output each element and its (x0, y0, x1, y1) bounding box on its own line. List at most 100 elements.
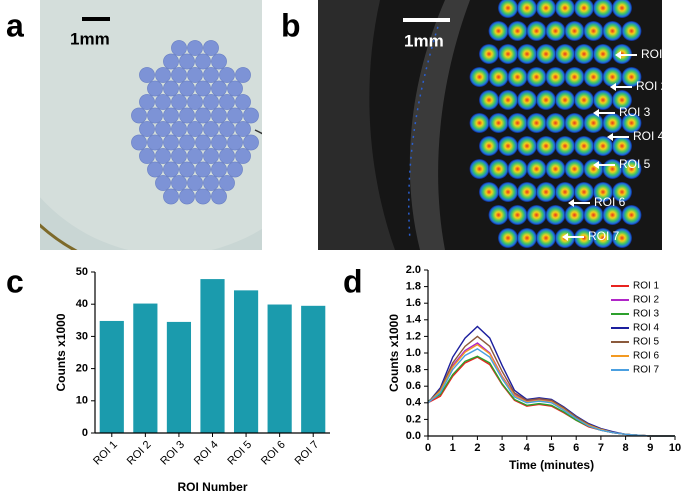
x-tick-label: 8 (623, 442, 629, 454)
bead (195, 134, 211, 151)
bead (155, 148, 171, 164)
panel-label: a (6, 7, 24, 43)
bead (211, 107, 227, 124)
bead (211, 161, 227, 178)
bead (147, 107, 163, 124)
bead (227, 134, 243, 151)
bead-signal (545, 21, 566, 41)
roi-label: ROI 5 (619, 157, 651, 171)
bead-signal (536, 228, 556, 248)
roi-arrowhead (568, 199, 574, 207)
bead-signal (498, 44, 518, 64)
bead (179, 161, 195, 178)
y-tick-label: 0.6 (406, 380, 421, 392)
legend-label: ROI 7 (633, 365, 660, 376)
bead-signal (564, 67, 585, 87)
roi-label: ROI 6 (594, 195, 626, 209)
bead-signal (593, 228, 613, 248)
bead-signal (564, 159, 585, 179)
legend-label: ROI 2 (633, 295, 660, 306)
bead-signal (517, 0, 537, 18)
y-tick-label: 1.6 (406, 297, 421, 309)
bead (171, 121, 187, 137)
bead-signal (621, 205, 642, 225)
bead (235, 121, 251, 137)
photo-a (40, 0, 262, 250)
bead (187, 40, 203, 56)
bead (219, 121, 235, 137)
bead-signal (593, 182, 613, 202)
bead (211, 53, 227, 70)
bead (195, 107, 211, 124)
roi-arrowhead (610, 83, 616, 91)
bar (99, 320, 124, 433)
bead-signal (545, 67, 566, 87)
bead (131, 134, 147, 151)
bead-signal (536, 90, 556, 110)
x-tick-label: ROI 6 (259, 439, 288, 468)
bead (171, 175, 187, 191)
bead (139, 94, 155, 110)
bead-signal (612, 182, 632, 202)
roi-arrowhead (615, 51, 621, 59)
y-tick-label: 1.4 (406, 314, 422, 326)
bead (211, 80, 227, 97)
bead-signal (526, 67, 547, 87)
bead (187, 94, 203, 110)
bead (219, 94, 235, 110)
x-tick-label: ROI 1 (91, 439, 120, 468)
bead (163, 53, 179, 70)
bead (219, 148, 235, 164)
bead-signal (583, 21, 604, 41)
bar (233, 290, 259, 433)
bead-signal (593, 136, 613, 156)
bead-signal (469, 67, 490, 87)
legend-label: ROI 3 (633, 309, 660, 320)
bead-signal (498, 0, 518, 18)
bead (171, 94, 187, 110)
y-axis-title: Counts x1000 (54, 313, 68, 391)
bead-signal (593, 0, 613, 18)
bead (203, 148, 219, 164)
y-tick-label: 0.0 (406, 430, 421, 442)
bar (267, 304, 292, 433)
x-tick-label: 5 (548, 442, 554, 454)
dish-rim (409, 0, 470, 250)
bead-signal (488, 159, 509, 179)
bead-signal (526, 21, 547, 41)
bead (139, 67, 155, 83)
bead-signal (564, 205, 585, 225)
scale-bar-label: 1mm (70, 29, 110, 48)
bar (301, 305, 326, 433)
bead-signal (612, 0, 632, 18)
y-tick-label: 50 (76, 266, 88, 278)
bead-signal (545, 159, 566, 179)
bead-signal (602, 21, 623, 41)
bead (235, 67, 251, 83)
y-tick-label: 20 (76, 363, 88, 375)
bead (243, 134, 259, 151)
bead-signal (526, 159, 547, 179)
bead (187, 148, 203, 164)
bead-signal (621, 159, 642, 179)
bead-signal (498, 90, 518, 110)
roi-arrowhead (593, 109, 599, 117)
rim-signal (408, 19, 441, 241)
bead-signal (555, 90, 575, 110)
bead-signal (479, 182, 499, 202)
bead (171, 67, 187, 83)
roi-arrowhead (607, 133, 613, 141)
x-tick-label: 7 (598, 442, 604, 454)
bead-signal (536, 44, 556, 64)
x-tick-label: ROI 3 (158, 439, 187, 468)
bead (195, 53, 211, 70)
bead (203, 175, 219, 191)
roi-arrowhead (593, 161, 599, 169)
bead (179, 134, 195, 151)
bead-signal (507, 67, 528, 87)
bead-signal (583, 159, 604, 179)
bead (235, 148, 251, 164)
bead-signal (517, 90, 537, 110)
bead-signal (574, 182, 594, 202)
